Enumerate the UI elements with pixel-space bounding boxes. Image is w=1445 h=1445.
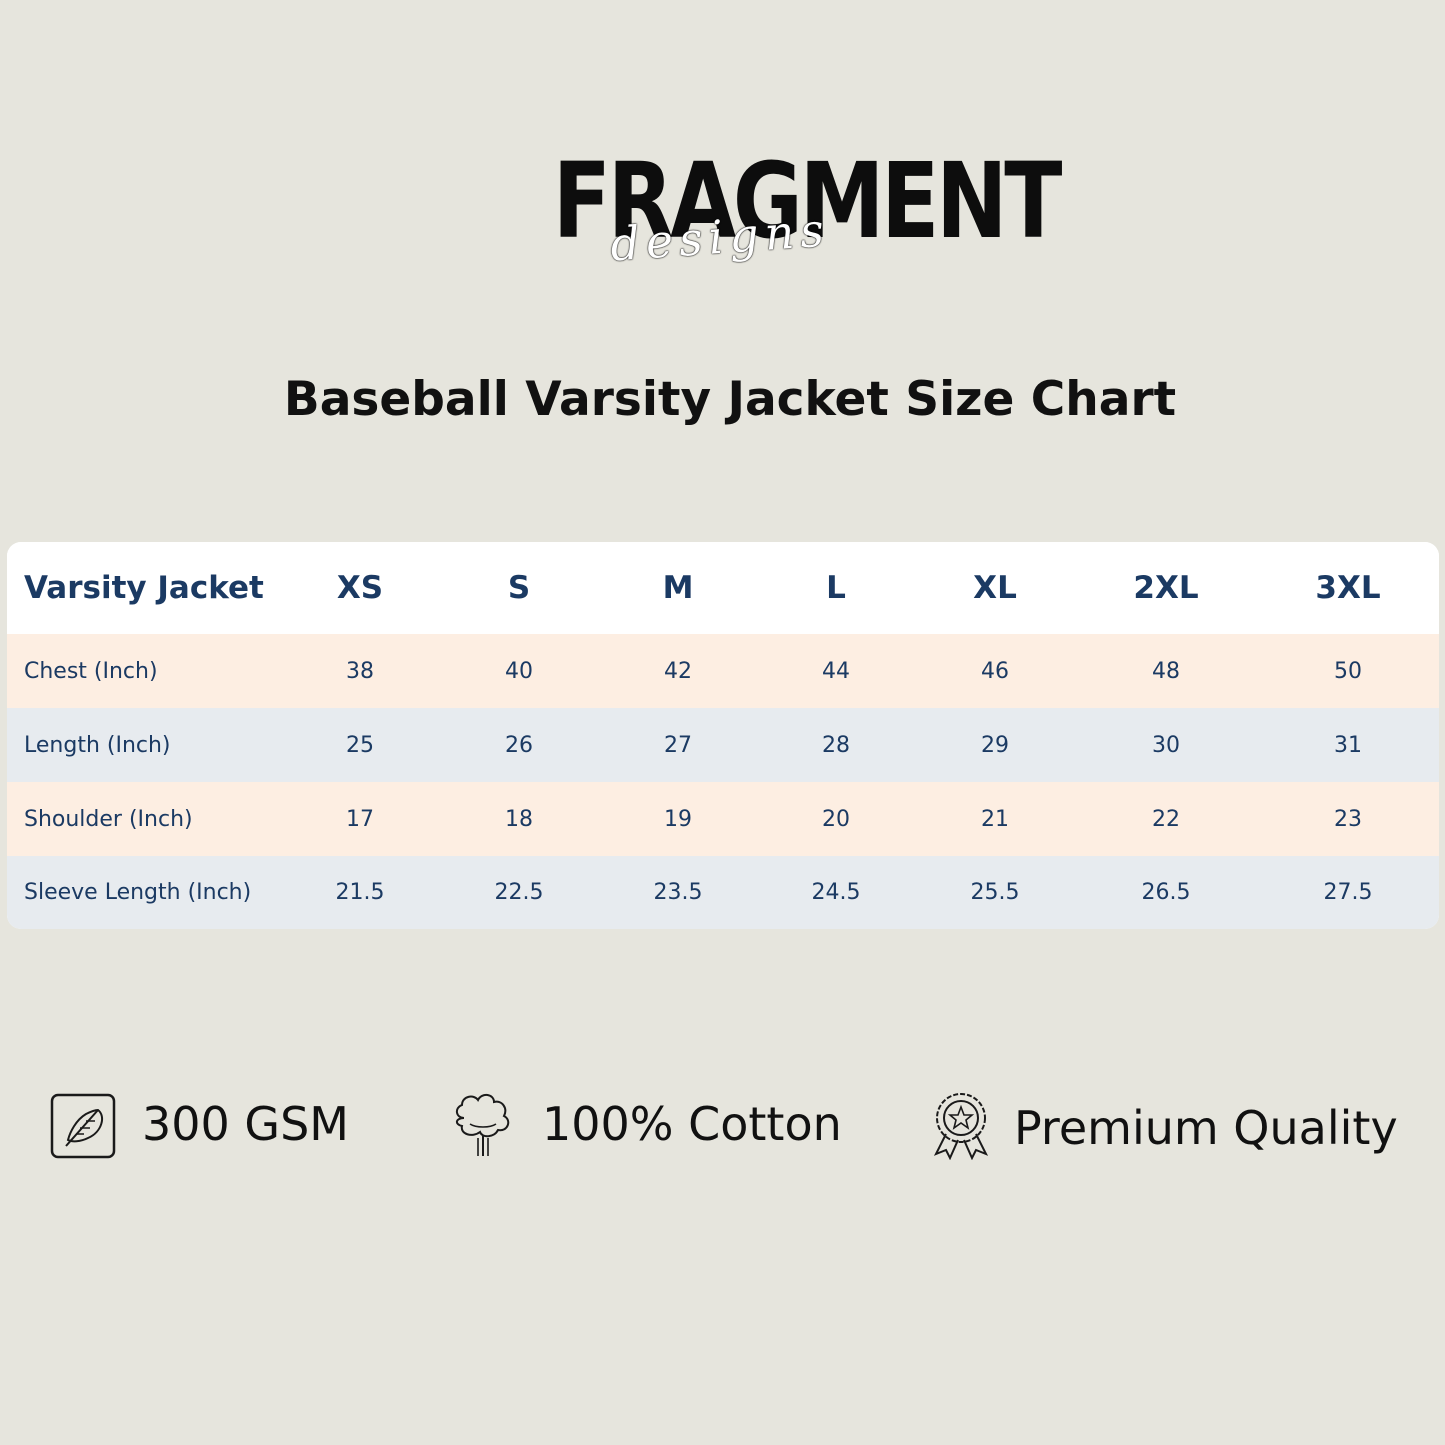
page-title: Baseball Varsity Jacket Size Chart [283,372,1177,427]
table-cell: 26.5 [1141,880,1191,905]
header-size: M [662,570,694,606]
table-cell: 42 [664,658,692,684]
table-cell: 26 [505,732,533,758]
table-cell: 21.5 [335,880,385,905]
header-size: S [507,570,531,606]
brand-logo: FRAGMENT designs [0,145,1445,290]
table-cell: 38 [346,658,374,684]
table-cell: 28 [822,732,850,758]
feature-cotton: 100% Cotton [448,1088,868,1168]
table-cell: 17 [346,806,374,832]
cotton-icon [448,1088,518,1160]
award-badge-icon [926,1088,996,1161]
header-size: 3XL [1315,570,1381,606]
table-cell: 23 [1334,806,1362,832]
table-cell: 19 [664,806,692,832]
table-row: Shoulder (Inch) 17 18 19 20 21 22 23 [7,782,1439,856]
table-cell: 27.5 [1323,880,1373,905]
header-size: L [826,570,846,606]
feature-gsm: 300 GSM [48,1088,388,1168]
table-cell: 30 [1152,732,1180,758]
feature-label: 100% Cotton [542,1097,842,1151]
table-cell: 20 [822,806,850,832]
table-cell: 31 [1334,732,1362,758]
size-chart-table: Varsity Jacket XS S M L XL 2XL 3XL Chest… [7,542,1439,929]
table-cell: 29 [981,732,1009,758]
feature-label: Premium Quality [1014,1101,1398,1155]
row-label: Chest (Inch) [24,658,158,684]
row-label: Shoulder (Inch) [24,806,193,832]
table-row: Chest (Inch) 38 40 42 44 46 48 50 [7,634,1439,708]
table-cell: 18 [505,806,533,832]
table-row: Length (Inch) 25 26 27 28 29 30 31 [7,708,1439,782]
table-cell: 25.5 [970,880,1020,905]
header-size: 2XL [1133,570,1199,606]
feather-icon [48,1088,118,1160]
table-header-row: Varsity Jacket XS S M L XL 2XL 3XL [7,542,1439,634]
table-cell: 27 [664,732,692,758]
table-cell: 25 [346,732,374,758]
table-cell: 44 [822,658,850,684]
table-cell: 22.5 [494,880,544,905]
header-size: XL [973,570,1017,606]
feature-label: 300 GSM [142,1097,349,1151]
row-label: Length (Inch) [24,732,171,758]
table-cell: 40 [505,658,533,684]
table-cell: 46 [981,658,1009,684]
table-cell: 21 [981,806,1009,832]
table-cell: 48 [1152,658,1180,684]
header-label: Varsity Jacket [24,570,264,606]
logo-wordmark: FRAGMENT [552,140,1063,262]
row-label: Sleeve Length (Inch) [24,880,252,905]
table-cell: 23.5 [653,880,703,905]
feature-quality: Premium Quality [926,1088,1406,1168]
table-row: Sleeve Length (Inch) 21.5 22.5 23.5 24.5… [7,856,1439,929]
header-size: XS [336,570,384,606]
table-cell: 24.5 [811,880,861,905]
table-cell: 50 [1334,658,1362,684]
table-cell: 22 [1152,806,1180,832]
